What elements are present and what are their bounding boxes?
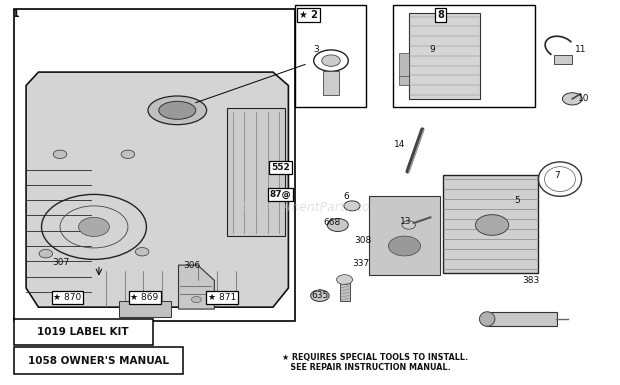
Text: 552: 552: [271, 163, 290, 172]
Circle shape: [337, 275, 353, 285]
Text: 1058 OWNER'S MANUAL: 1058 OWNER'S MANUAL: [28, 356, 169, 366]
Text: 87@: 87@: [270, 190, 291, 199]
Text: ReplacementParts.com: ReplacementParts.com: [237, 201, 383, 214]
Bar: [323, 71, 339, 95]
Bar: [294, 5, 366, 107]
Text: 307: 307: [53, 258, 70, 266]
Text: 6: 6: [343, 192, 348, 201]
Bar: [14, 319, 153, 345]
Text: ★ 870: ★ 870: [53, 293, 82, 302]
Text: 11: 11: [575, 45, 586, 54]
Bar: [227, 109, 285, 236]
Text: 383: 383: [522, 276, 539, 285]
Circle shape: [53, 150, 67, 159]
Text: 1: 1: [12, 8, 19, 18]
Circle shape: [388, 236, 420, 256]
Text: ★ 871: ★ 871: [208, 293, 236, 302]
Bar: [340, 280, 350, 301]
Text: 668: 668: [323, 218, 340, 227]
Bar: [14, 347, 184, 374]
Circle shape: [39, 249, 53, 258]
Circle shape: [79, 218, 109, 236]
Bar: [399, 76, 409, 85]
Circle shape: [476, 215, 509, 235]
Circle shape: [311, 290, 329, 301]
Circle shape: [402, 221, 415, 229]
Circle shape: [192, 296, 202, 303]
Bar: [399, 53, 409, 78]
Bar: [486, 312, 557, 326]
Text: 635: 635: [312, 291, 329, 300]
Polygon shape: [26, 72, 288, 307]
Text: ★ 2: ★ 2: [299, 10, 317, 20]
Text: 7: 7: [554, 171, 560, 180]
Bar: [14, 9, 294, 321]
Circle shape: [121, 150, 135, 159]
Text: ★ 869: ★ 869: [130, 293, 159, 302]
Bar: [409, 13, 480, 99]
Ellipse shape: [148, 96, 206, 125]
Text: 13: 13: [400, 217, 412, 226]
Ellipse shape: [159, 101, 196, 119]
Text: 1019 LABEL KIT: 1019 LABEL KIT: [37, 327, 129, 337]
Text: 308: 308: [354, 236, 371, 245]
Text: ★ REQUIRES SPECIAL TOOLS TO INSTALL.
   SEE REPAIR INSTRUCTION MANUAL.: ★ REQUIRES SPECIAL TOOLS TO INSTALL. SEE…: [282, 353, 468, 372]
Bar: [118, 301, 171, 317]
Ellipse shape: [479, 312, 495, 326]
Text: 3: 3: [313, 45, 319, 54]
Text: 10: 10: [578, 94, 589, 103]
Circle shape: [327, 219, 348, 231]
Circle shape: [322, 55, 340, 66]
Bar: [393, 5, 535, 107]
Polygon shape: [179, 265, 215, 309]
Text: 14: 14: [394, 140, 406, 149]
Text: 8: 8: [438, 10, 445, 20]
Circle shape: [344, 201, 360, 211]
Text: 337: 337: [352, 259, 370, 268]
Circle shape: [135, 248, 149, 256]
Bar: [443, 175, 538, 273]
Text: 306: 306: [183, 261, 200, 270]
Circle shape: [562, 93, 582, 105]
Bar: [369, 196, 440, 275]
Text: 5: 5: [514, 196, 520, 206]
Bar: [554, 55, 572, 64]
Text: 9: 9: [429, 45, 435, 54]
